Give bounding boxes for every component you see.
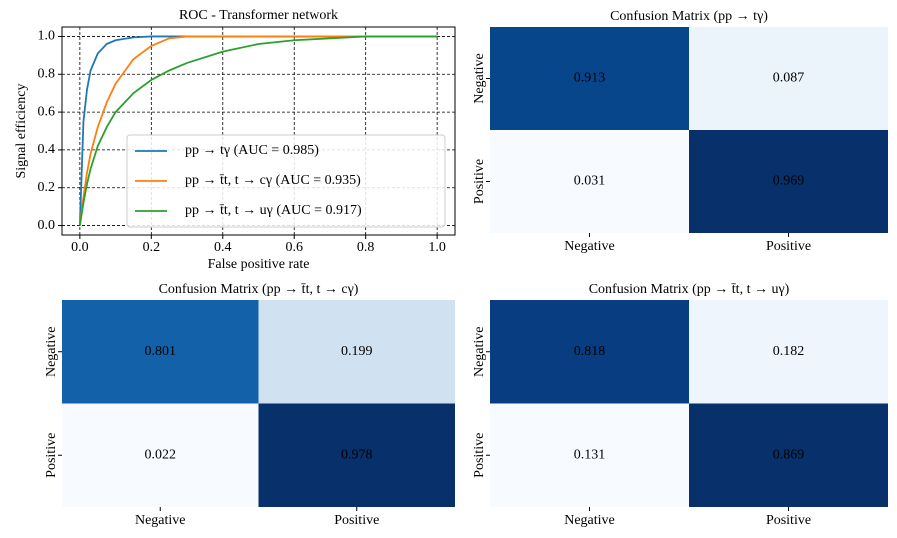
y-tick-label: Positive xyxy=(44,433,59,478)
x-tick-label: Positive xyxy=(334,513,379,528)
y-tick-label: Positive xyxy=(472,433,487,478)
x-tick-label: 0.2 xyxy=(143,240,161,255)
heatmap-cell xyxy=(62,403,259,507)
chart-title: Confusion Matrix (pp → t̄t, t → cγ) xyxy=(159,282,359,297)
heatmap-cell xyxy=(258,403,455,507)
heatmap-cell xyxy=(689,403,888,507)
y-tick-label: Negative xyxy=(472,53,487,104)
chart-title: Confusion Matrix (pp → t̄t, t → uγ) xyxy=(589,282,790,297)
y-tick-label: 0.8 xyxy=(38,66,56,81)
y-axis-label: Signal efficiency xyxy=(14,84,29,179)
legend-label: pp → tγ (AUC = 0.985) xyxy=(185,143,319,158)
cell-value: 0.801 xyxy=(145,344,177,359)
heatmap-cell xyxy=(689,27,888,130)
chart-title: ROC - Transformer network xyxy=(179,8,338,23)
x-tick-label: 0.4 xyxy=(214,240,232,255)
cell-value: 0.199 xyxy=(341,344,373,359)
heatmap-cell xyxy=(689,300,888,404)
y-tick-label: Positive xyxy=(472,159,487,204)
x-tick-label: 0.6 xyxy=(285,240,303,255)
y-tick-label: 0.0 xyxy=(38,218,56,233)
x-tick-label: Negative xyxy=(564,239,615,254)
cell-value: 0.818 xyxy=(574,344,606,359)
heatmap-cell xyxy=(62,300,259,404)
y-tick-label: 0.4 xyxy=(38,142,56,157)
axes-frame xyxy=(61,26,456,236)
cell-value: 0.978 xyxy=(341,447,373,462)
heatmap-cell xyxy=(490,403,689,507)
x-axis-label: False positive rate xyxy=(208,257,310,272)
legend-label: pp → t̄t, t → uγ (AUC = 0.917) xyxy=(185,203,362,218)
x-tick-label: Negative xyxy=(564,513,615,528)
cell-value: 0.913 xyxy=(574,71,606,86)
cell-value: 0.869 xyxy=(773,447,805,462)
y-tick-label: 0.6 xyxy=(38,104,56,119)
y-tick-label: 1.0 xyxy=(38,29,56,44)
x-tick-label: 0.0 xyxy=(71,240,89,255)
chart-title: Confusion Matrix (pp → tγ) xyxy=(610,9,768,24)
x-tick-label: Positive xyxy=(766,513,811,528)
x-tick-label: Negative xyxy=(135,513,186,528)
legend-label: pp → t̄t, t → cγ (AUC = 0.935) xyxy=(185,173,361,188)
cell-value: 0.182 xyxy=(773,344,805,359)
heatmap-cell xyxy=(490,27,689,130)
cell-value: 0.969 xyxy=(773,174,805,189)
x-tick-label: 0.8 xyxy=(357,240,375,255)
heatmap-cell xyxy=(490,300,689,404)
x-tick-label: 1.0 xyxy=(428,240,446,255)
cell-value: 0.131 xyxy=(574,447,606,462)
x-tick-label: Positive xyxy=(766,239,811,254)
y-tick-label: Negative xyxy=(472,326,487,377)
heatmap-cell xyxy=(258,300,455,404)
cell-value: 0.031 xyxy=(574,174,606,189)
cell-value: 0.022 xyxy=(145,447,177,462)
y-tick-label: Negative xyxy=(44,326,59,377)
heatmap-cell xyxy=(689,130,888,233)
roc-line xyxy=(78,35,438,226)
roc-line xyxy=(78,35,438,226)
legend-box xyxy=(126,134,446,228)
cell-value: 0.087 xyxy=(773,71,805,86)
y-tick-label: 0.2 xyxy=(38,180,56,195)
heatmap-cell xyxy=(490,130,689,233)
